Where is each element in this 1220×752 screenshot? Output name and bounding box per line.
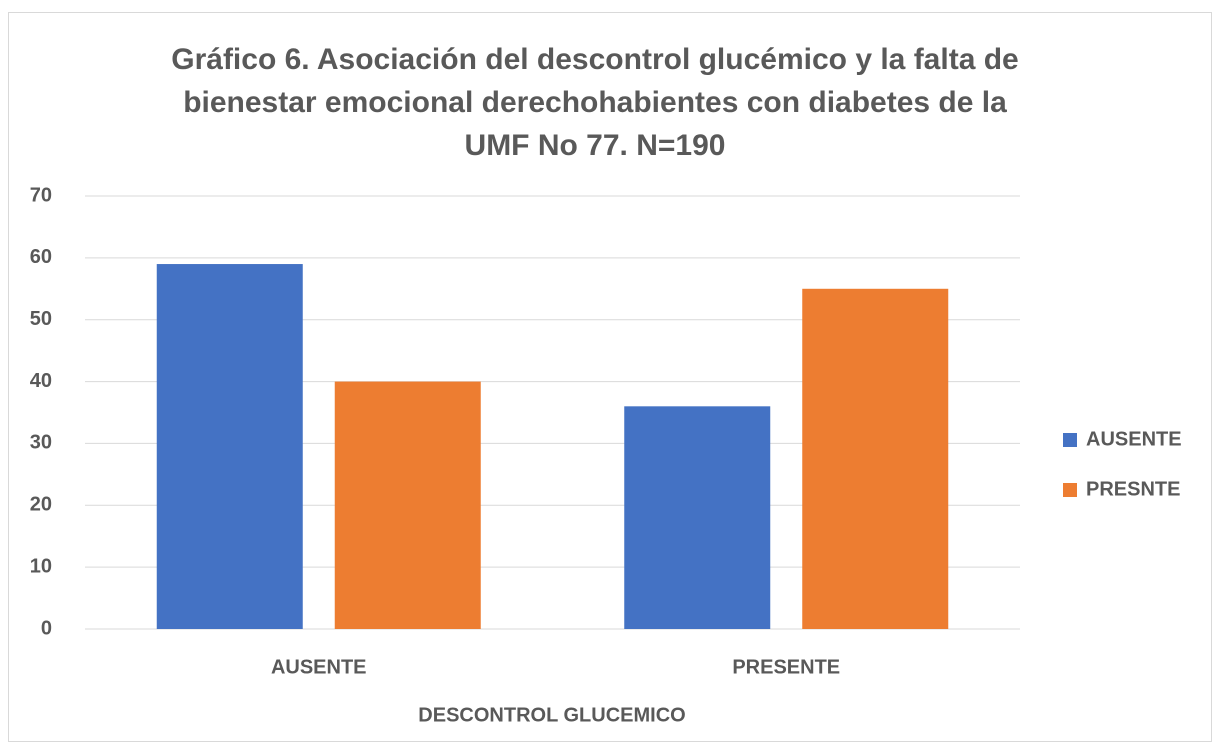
x-tick-label: AUSENTE	[271, 656, 367, 678]
y-tick-label: 30	[30, 432, 52, 454]
y-tick-label: 60	[30, 246, 52, 268]
bar	[156, 264, 303, 629]
y-tick-label: 40	[30, 370, 52, 392]
chart-title: Gráfico 6. Asociación del descontrol glu…	[171, 43, 1019, 162]
legend-label: AUSENTE	[1086, 428, 1182, 450]
chart-frame	[8, 12, 1212, 742]
y-tick-label: 70	[30, 184, 52, 206]
legend-swatch	[1063, 483, 1077, 497]
y-tick-label: 10	[30, 555, 52, 577]
y-tick-label: 0	[41, 617, 52, 639]
bar	[334, 381, 481, 629]
bar	[802, 288, 949, 629]
legend-label: PRESNTE	[1086, 478, 1180, 500]
y-tick-label: 50	[30, 308, 52, 330]
y-tick-label: 20	[30, 494, 52, 516]
legend-swatch	[1063, 433, 1077, 447]
x-axis-label: DESCONTROL GLUCEMICO	[418, 704, 685, 726]
x-tick-label: PRESENTE	[732, 656, 840, 678]
bar	[624, 406, 771, 629]
